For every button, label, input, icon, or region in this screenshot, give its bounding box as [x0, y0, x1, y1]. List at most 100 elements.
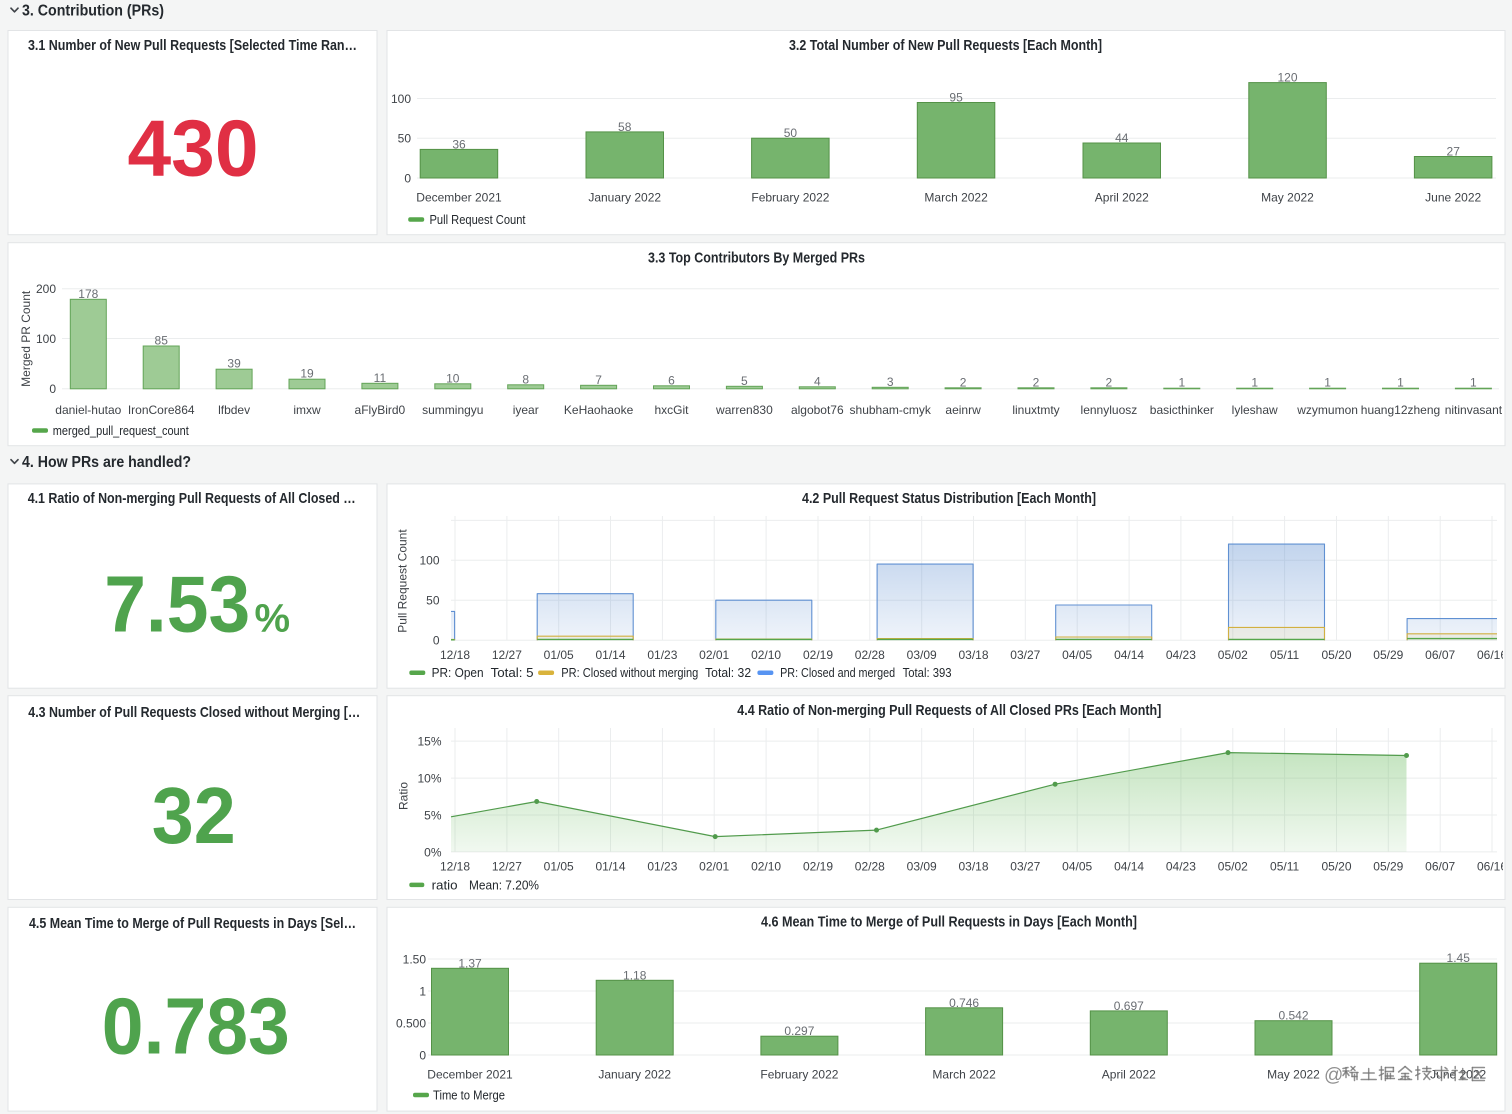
svg-text:0.697: 0.697 — [1114, 999, 1144, 1013]
svg-text:04/14: 04/14 — [1114, 860, 1144, 874]
svg-text:8: 8 — [522, 372, 529, 386]
svg-text:05/29: 05/29 — [1373, 860, 1403, 874]
svg-text:2: 2 — [1033, 375, 1040, 389]
svg-text:05/11: 05/11 — [1270, 860, 1299, 874]
svg-text:01/23: 01/23 — [647, 648, 677, 662]
svg-text:PR: Closed and merged: PR: Closed and merged — [780, 666, 895, 680]
svg-text:KeHaohaoke: KeHaohaoke — [564, 403, 634, 417]
svg-text:December 2021: December 2021 — [427, 1067, 513, 1081]
svg-text:4.2 Pull Request Status Distri: 4.2 Pull Request Status Distribution [Ea… — [802, 490, 1096, 507]
svg-text:32: 32 — [152, 771, 236, 860]
svg-text:03/27: 03/27 — [1010, 648, 1040, 662]
svg-text:03/09: 03/09 — [907, 648, 937, 662]
svg-text:178: 178 — [78, 287, 98, 301]
svg-text:44: 44 — [1115, 131, 1129, 145]
svg-text:05/02: 05/02 — [1218, 648, 1248, 662]
svg-text:hxcGit: hxcGit — [654, 403, 689, 417]
svg-text:0.783: 0.783 — [102, 982, 290, 1071]
svg-text:1: 1 — [1251, 376, 1258, 390]
svg-text:05/02: 05/02 — [1218, 860, 1248, 874]
svg-text:04/05: 04/05 — [1062, 648, 1092, 662]
svg-text:05/20: 05/20 — [1321, 860, 1351, 874]
svg-text:lennyluosz: lennyluosz — [1081, 403, 1138, 417]
svg-text:1.50: 1.50 — [403, 952, 427, 966]
svg-text:4.1 Ratio of Non-merging Pull: 4.1 Ratio of Non-merging Pull Requests o… — [28, 490, 356, 507]
svg-text:02/19: 02/19 — [803, 648, 833, 662]
svg-text:Total: 5: Total: 5 — [491, 666, 534, 680]
svg-text:December 2021: December 2021 — [416, 191, 502, 205]
svg-text:02/01: 02/01 — [699, 648, 729, 662]
svg-text:3: 3 — [887, 375, 894, 389]
svg-text:05/29: 05/29 — [1373, 648, 1403, 662]
svg-text:warren830: warren830 — [715, 403, 773, 417]
svg-text:04/23: 04/23 — [1166, 860, 1196, 874]
svg-text:7: 7 — [595, 373, 602, 387]
svg-text:27: 27 — [1447, 145, 1461, 159]
svg-text:Time to Merge: Time to Merge — [433, 1088, 505, 1102]
svg-text:3.1 Number of New Pull Request: 3.1 Number of New Pull Requests [Selecte… — [28, 37, 357, 54]
svg-text:200: 200 — [36, 282, 56, 296]
svg-text:January 2022: January 2022 — [588, 191, 661, 205]
svg-text:02/10: 02/10 — [751, 860, 781, 874]
svg-text:0: 0 — [49, 382, 56, 396]
svg-text:Total: 393: Total: 393 — [903, 666, 952, 680]
svg-text:100: 100 — [36, 332, 56, 346]
svg-text:Merged PR Count: Merged PR Count — [19, 290, 33, 387]
svg-text:02/19: 02/19 — [803, 860, 833, 874]
svg-text:01/23: 01/23 — [647, 860, 677, 874]
svg-text:@: @ — [1324, 1065, 1343, 1086]
svg-text:120: 120 — [1277, 71, 1297, 85]
svg-text:4.6 Mean Time to Merge of Pull: 4.6 Mean Time to Merge of Pull Requests … — [761, 913, 1137, 930]
svg-text:4.5 Mean Time to Merge of Pull: 4.5 Mean Time to Merge of Pull Requests … — [29, 915, 356, 932]
svg-text:10: 10 — [446, 371, 460, 385]
svg-text:Mean: 7.20%: Mean: 7.20% — [469, 878, 539, 892]
svg-text:06/16: 06/16 — [1477, 860, 1507, 874]
svg-text:February 2022: February 2022 — [760, 1067, 838, 1081]
svg-text:06/16: 06/16 — [1477, 648, 1507, 662]
svg-text:PR: Open: PR: Open — [432, 666, 484, 680]
svg-text:IronCore864: IronCore864 — [128, 403, 195, 417]
svg-text:02/10: 02/10 — [751, 648, 781, 662]
svg-text:04/05: 04/05 — [1062, 860, 1092, 874]
svg-text:85: 85 — [155, 334, 169, 348]
svg-text:Ratio: Ratio — [397, 782, 411, 810]
svg-text:March 2022: March 2022 — [932, 1067, 996, 1081]
svg-text:February 2022: February 2022 — [751, 191, 829, 205]
svg-text:1: 1 — [1397, 376, 1404, 390]
svg-text:algobot76: algobot76 — [791, 403, 844, 417]
svg-text:50: 50 — [398, 132, 412, 146]
svg-text:01/05: 01/05 — [544, 860, 574, 874]
svg-text:merged_pull_request_count: merged_pull_request_count — [53, 424, 189, 438]
svg-text:April 2022: April 2022 — [1095, 191, 1149, 205]
svg-text:58: 58 — [618, 120, 632, 134]
svg-text:May 2022: May 2022 — [1261, 191, 1314, 205]
svg-text:May 2022: May 2022 — [1267, 1067, 1320, 1081]
svg-text:12/27: 12/27 — [492, 648, 522, 662]
svg-text:01/05: 01/05 — [544, 648, 574, 662]
svg-text:daniel-hutao: daniel-hutao — [55, 403, 121, 417]
svg-text:6: 6 — [668, 373, 675, 387]
svg-text:basicthinker: basicthinker — [1150, 403, 1214, 417]
svg-text:summingyu: summingyu — [422, 403, 483, 417]
svg-text:0.746: 0.746 — [949, 996, 979, 1010]
svg-text:11: 11 — [374, 371, 387, 385]
svg-text:36: 36 — [452, 137, 466, 151]
svg-text:0.297: 0.297 — [784, 1024, 814, 1038]
svg-text:0: 0 — [419, 1048, 426, 1062]
svg-text:June 2022: June 2022 — [1425, 191, 1481, 205]
svg-text:3. Contribution (PRs): 3. Contribution (PRs) — [22, 2, 164, 19]
svg-text:4: 4 — [814, 374, 821, 388]
svg-text:05/20: 05/20 — [1321, 648, 1351, 662]
svg-text:Pull Request Count: Pull Request Count — [430, 213, 526, 227]
svg-text:aeinrw: aeinrw — [945, 403, 981, 417]
svg-text:12/27: 12/27 — [492, 860, 522, 874]
svg-text:19: 19 — [300, 367, 314, 381]
svg-text:7.53: 7.53 — [104, 560, 250, 649]
svg-text:100: 100 — [419, 554, 439, 568]
svg-text:03/18: 03/18 — [958, 860, 988, 874]
svg-text:4. How PRs are handled?: 4. How PRs are handled? — [22, 454, 191, 471]
svg-text:02/01: 02/01 — [699, 860, 729, 874]
svg-text:%: % — [255, 597, 291, 641]
svg-text:0: 0 — [404, 171, 411, 185]
svg-text:10%: 10% — [417, 772, 441, 786]
